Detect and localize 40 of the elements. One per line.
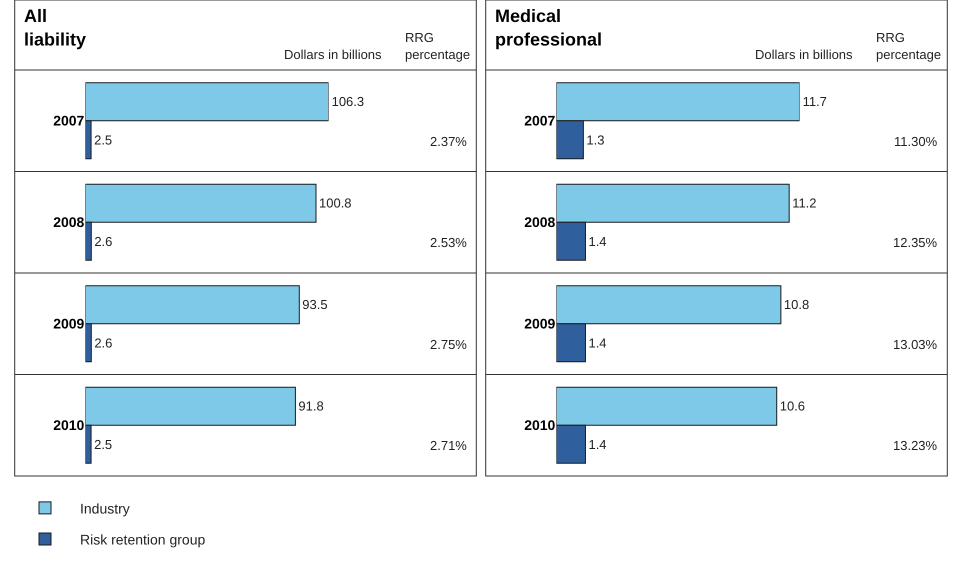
data-label: 11.2: [792, 196, 817, 211]
data-label: 1.4: [588, 234, 607, 249]
x-axis-title: Dollars in billions: [755, 47, 854, 62]
data-label: 10.6: [780, 398, 806, 414]
data-label: 1.3: [586, 132, 604, 148]
legend-label: Industry: [80, 500, 130, 516]
data-label: 1.4: [588, 436, 607, 452]
data-label: 93.5: [302, 297, 328, 312]
y-tick-label: 2008: [53, 214, 85, 230]
data-label: 11.7: [802, 94, 827, 110]
text: RRG percentage: [876, 30, 942, 62]
data-label: 2.6: [94, 335, 112, 350]
data-label: 2.5: [94, 436, 112, 452]
text: 11.30%: [894, 134, 938, 149]
text: 12.35%: [893, 235, 938, 250]
y-tick-label: 2010: [524, 417, 556, 434]
data-label: 10.8: [784, 297, 810, 312]
text: 13.03%: [893, 337, 938, 352]
text: 2.75%: [430, 337, 468, 352]
data-label: 91.8: [298, 398, 324, 414]
y-tick-label: 2008: [524, 214, 556, 230]
data-label: 1.4: [588, 335, 607, 350]
text: 13.23%: [893, 438, 938, 453]
data-label: 106.3: [332, 94, 364, 110]
text: 2.37%: [430, 134, 468, 149]
data-label: 100.8: [319, 196, 352, 211]
y-tick-label: 2007: [53, 112, 85, 129]
text: 2.53%: [430, 235, 468, 250]
text: RRG percentage: [405, 30, 470, 62]
x-axis-title: Dollars in billions: [284, 47, 382, 62]
y-tick-label: 2009: [53, 316, 85, 332]
y-tick-label: 2010: [53, 417, 85, 434]
y-tick-label: 2007: [524, 112, 556, 129]
y-tick-label: 2009: [524, 316, 556, 332]
legend-label: Risk retention group: [80, 532, 206, 548]
data-label: 2.5: [94, 132, 112, 148]
chart-title: All liability: [24, 6, 86, 50]
chart-title: Medical professional: [495, 6, 602, 50]
data-label: 2.6: [94, 234, 112, 249]
text: 2.71%: [430, 438, 468, 453]
